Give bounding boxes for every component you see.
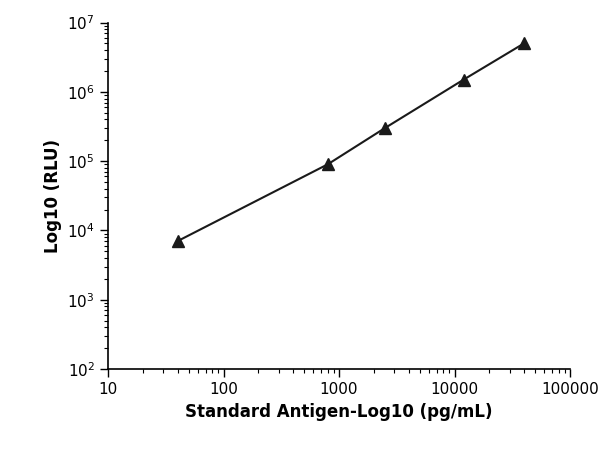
Y-axis label: Log10 (RLU): Log10 (RLU): [44, 139, 62, 253]
X-axis label: Standard Antigen-Log10 (pg/mL): Standard Antigen-Log10 (pg/mL): [185, 403, 493, 421]
